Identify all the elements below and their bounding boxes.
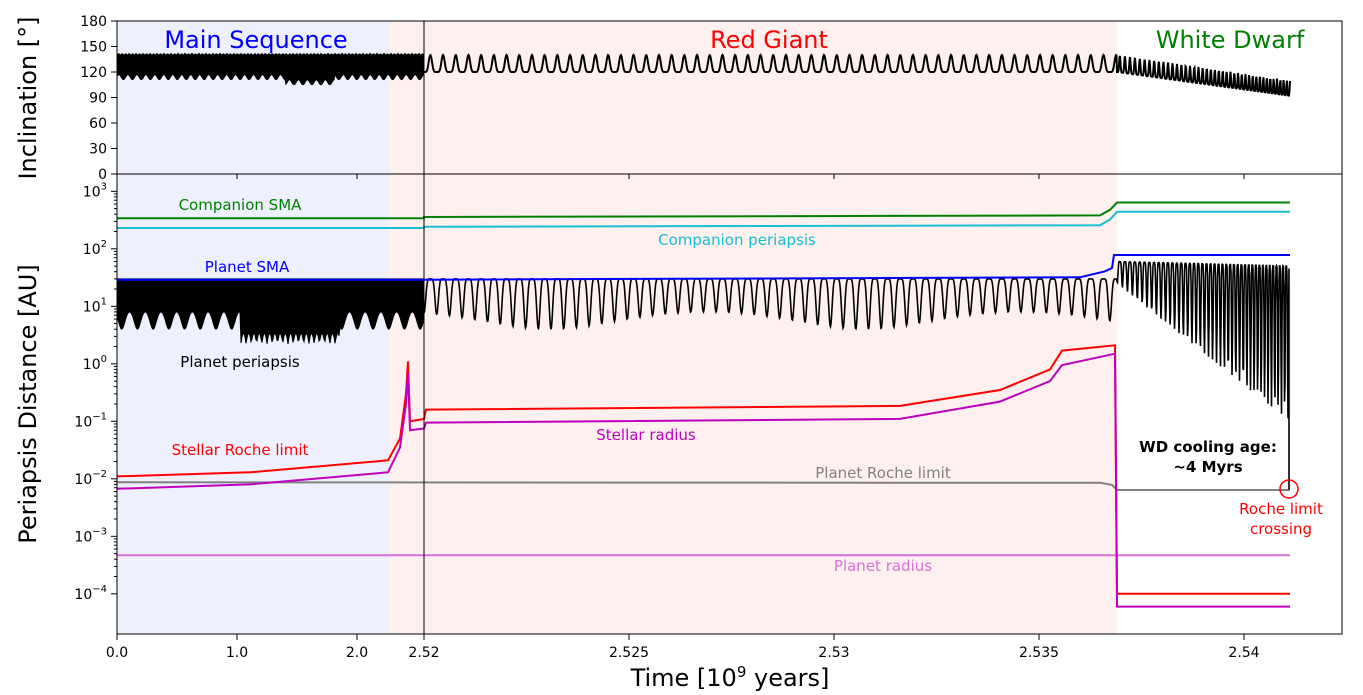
top-y-tick-label-2: 60 xyxy=(89,116,107,132)
x-tick-label-7: 2.54 xyxy=(1228,645,1259,661)
bottom-y-axis-label: Periapsis Distance [AU] xyxy=(14,264,42,543)
top-y-tick-label-6: 180 xyxy=(80,14,107,30)
tick-exponent: −4 xyxy=(92,584,107,595)
tick-base: 10 xyxy=(83,357,101,373)
bottom-y-tick-label-4: 100 xyxy=(83,354,107,373)
x-tick-label-6: 2.535 xyxy=(1019,645,1059,661)
phase-label-white-dwarf: White Dwarf xyxy=(1156,26,1305,54)
series-label-planet-radius: Planet radius xyxy=(834,557,932,575)
x-tick-label-3: 2.52 xyxy=(408,645,439,661)
inclination-series xyxy=(116,52,1291,97)
x-axis-label: Time [109 years] xyxy=(630,663,830,692)
bottom-y-tick-label-0: 10−4 xyxy=(74,584,107,603)
wd-cooling-annotation-line2: ~4 Myrs xyxy=(1173,458,1242,476)
series-label-stellar-roche-limit: Stellar Roche limit xyxy=(172,441,309,459)
phase-label-main-sequence: Main Sequence xyxy=(164,26,347,54)
top-y-ticks: 0 30 60 90 120 150 180 xyxy=(80,14,117,183)
x-ticks: 0.0 1.0 2.0 2.52 2.525 2.53 2.535 2.54 xyxy=(106,174,1260,661)
tick-exponent: −2 xyxy=(92,469,107,480)
tick-base: 10 xyxy=(83,184,101,200)
tick-exponent: −1 xyxy=(92,411,107,422)
planet-roche-limit-line xyxy=(116,481,1290,491)
stellar-radius-line xyxy=(116,352,1290,608)
bottom-y-tick-label-5: 101 xyxy=(83,296,107,315)
tick-base: 10 xyxy=(83,299,101,315)
tick-exponent: 0 xyxy=(101,354,107,365)
series-label-companion-sma: Companion SMA xyxy=(179,196,303,214)
bottom-y-tick-label-7: 103 xyxy=(83,181,107,200)
x-tick-label-2: 2.0 xyxy=(346,645,368,661)
stellar-roche-limit-line xyxy=(116,344,1290,595)
wd-cooling-annotation-line1: WD cooling age: xyxy=(1139,438,1277,456)
tick-exponent: 1 xyxy=(101,296,107,307)
x-tick-label-4: 2.525 xyxy=(609,645,649,661)
tick-exponent: 3 xyxy=(101,181,107,192)
x-axis-label-exponent: 9 xyxy=(737,663,747,681)
phase-label-red-giant: Red Giant xyxy=(710,26,828,54)
tick-base: 10 xyxy=(74,587,92,603)
top-y-axis-label: Inclination [°] xyxy=(14,16,42,179)
series-label-planet-roche-limit: Planet Roche limit xyxy=(815,464,951,482)
bottom-y-tick-label-2: 10−2 xyxy=(74,469,107,488)
series-label-stellar-radius: Stellar radius xyxy=(596,426,696,444)
phase-shading xyxy=(117,21,1117,634)
tick-exponent: −3 xyxy=(92,526,107,537)
top-y-tick-label-1: 30 xyxy=(89,142,107,158)
roche-crossing-annotation-line2: crossing xyxy=(1250,520,1312,538)
top-y-tick-label-5: 150 xyxy=(80,40,107,56)
series-label-planet-sma: Planet SMA xyxy=(205,258,290,276)
x-axis-label-prefix: Time [10 xyxy=(630,664,737,692)
tick-base: 10 xyxy=(74,414,92,430)
series-label-planet-periapsis: Planet periapsis xyxy=(180,353,300,371)
roche-crossing-marker xyxy=(1279,479,1299,499)
series-label-companion-periapsis: Companion periapsis xyxy=(658,231,816,249)
x-axis-label-suffix: years] xyxy=(746,664,829,692)
red-giant-shade xyxy=(390,21,1117,634)
tick-base: 10 xyxy=(83,242,101,258)
x-tick-label-0: 0.0 xyxy=(106,645,128,661)
tick-base: 10 xyxy=(74,529,92,545)
inclination-line xyxy=(424,53,1291,97)
bottom-y-tick-label-3: 10−1 xyxy=(74,411,107,430)
tick-exponent: 2 xyxy=(101,239,107,250)
top-y-tick-label-3: 90 xyxy=(89,91,107,107)
x-tick-label-5: 2.53 xyxy=(818,645,849,661)
top-y-tick-label-4: 120 xyxy=(80,65,107,81)
tick-base: 10 xyxy=(74,472,92,488)
roche-crossing-annotation-line1: Roche limit xyxy=(1239,500,1323,518)
x-tick-label-1: 1.0 xyxy=(226,645,248,661)
bottom-y-tick-label-6: 102 xyxy=(83,239,107,258)
bottom-y-tick-label-1: 10−3 xyxy=(74,526,107,545)
top-y-tick-label-0: 0 xyxy=(98,167,107,183)
